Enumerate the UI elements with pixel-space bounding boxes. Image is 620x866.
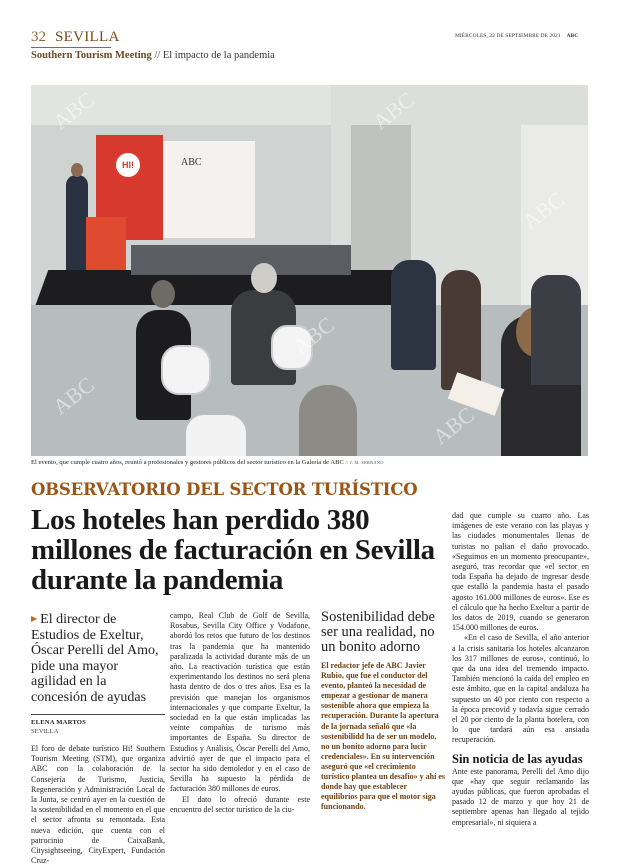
headline: Los hoteles han perdido 380 millones de … bbox=[31, 504, 435, 596]
caption-text: El evento, que cumple cuatro años, reuni… bbox=[31, 459, 344, 466]
paragraph: El dato lo ofreció durante este encuentr… bbox=[170, 794, 310, 814]
chair bbox=[271, 325, 313, 370]
sidebar-box: Sostenibilidad debe ser una realidad, no… bbox=[321, 610, 445, 812]
sidebar-body: El redactor jefe de ABC Javier Rubio, qu… bbox=[321, 661, 446, 812]
body-column-2: campo, Real Club de Golf de Sevilla, Ros… bbox=[170, 611, 310, 815]
section-title: SEVILLA bbox=[55, 29, 120, 45]
screen-white-panel bbox=[163, 141, 255, 238]
series-line: Southern Tourism Meeting // El impacto d… bbox=[31, 50, 275, 61]
paragraph: Ante este panorama, Perelli del Amo dijo… bbox=[452, 766, 589, 827]
paragraph: campo, Real Club de Golf de Sevilla, Ros… bbox=[170, 611, 310, 794]
attendee bbox=[299, 385, 357, 456]
series-name: Southern Tourism Meeting bbox=[31, 50, 152, 61]
byline-rule bbox=[31, 714, 165, 715]
issue-date: MIÉRCOLES, 22 DE SEPTIEMBRE DE 2021 bbox=[455, 33, 561, 39]
photo-credit: // J. M. SERRANO bbox=[345, 460, 384, 465]
stage bbox=[33, 270, 429, 310]
kicker: OBSERVATORIO DEL SECTOR TURÍSTICO bbox=[31, 480, 418, 499]
photo-caption: El evento, que cumple cuatro años, reuni… bbox=[31, 459, 588, 467]
deck: ▶ El director de Estudios de Exeltur, Ósc… bbox=[31, 611, 165, 705]
event-photo: HI! ABC ABC ABC ABC ABC ABC ABC bbox=[31, 85, 588, 456]
sidebar-title: Sostenibilidad debe ser una realidad, no… bbox=[321, 609, 435, 655]
issue-date-line: MIÉRCOLES, 22 DE SEPTIEMBRE DE 2021 ABC bbox=[455, 33, 578, 39]
series-subtitle: // El impacto de la pandemia bbox=[154, 50, 275, 61]
page-number: 32 bbox=[31, 29, 46, 45]
subheading: Sin noticia de las ayudas bbox=[452, 751, 583, 766]
column-1: ▶ El director de Estudios de Exeltur, Ósc… bbox=[31, 611, 165, 866]
header-rule bbox=[31, 47, 111, 48]
body-column-1: El foro de debate turístico Hi! Southern… bbox=[31, 744, 165, 866]
screen-brand: ABC bbox=[181, 157, 202, 168]
paragraph: El foro de debate turístico Hi! Southern… bbox=[31, 744, 165, 866]
screen-logo: HI! bbox=[116, 153, 140, 177]
byline: ELENA MARTOS bbox=[31, 719, 86, 726]
triangle-bullet-icon: ▶ bbox=[31, 614, 38, 623]
attendee bbox=[441, 270, 481, 390]
attendee bbox=[391, 260, 436, 370]
deck-text: El director de Estudios de Exeltur, Ósca… bbox=[31, 612, 159, 705]
paragraph: dad que cumple su cuarto año. Las imágen… bbox=[452, 511, 589, 633]
chair bbox=[161, 345, 211, 395]
paragraph: «En el caso de Sevilla, el año anterior … bbox=[452, 633, 589, 745]
body-column-4: dad que cumple su cuarto año. Las imágen… bbox=[452, 511, 589, 828]
byline-city: SEVILLA bbox=[31, 728, 59, 735]
brand: ABC bbox=[566, 33, 579, 39]
